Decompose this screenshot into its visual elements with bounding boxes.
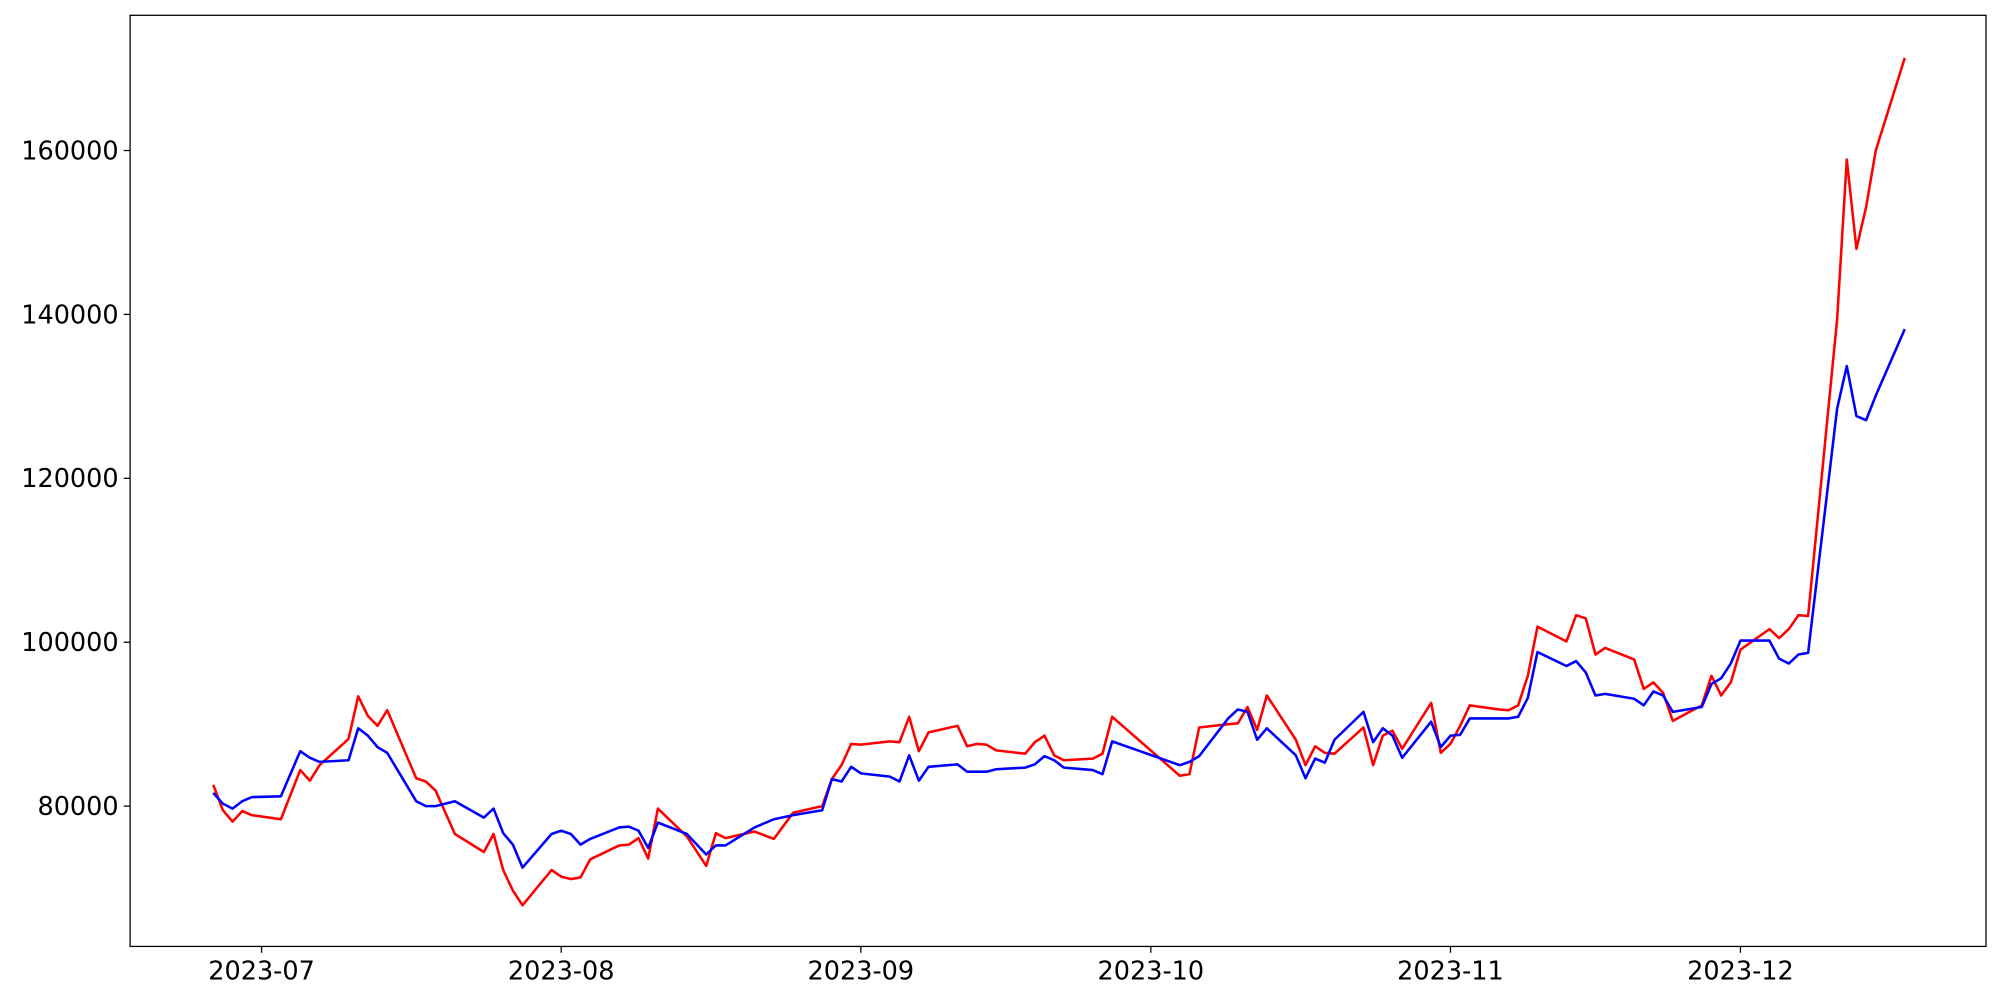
y-tick-label: 80000	[37, 792, 118, 822]
data-line	[212, 328, 1906, 869]
y-tick-label: 140000	[21, 300, 118, 330]
x-tick-label: 2023-12	[1687, 957, 1794, 987]
y-tick-label: 100000	[21, 628, 118, 658]
x-tick-label: 2023-07	[208, 957, 315, 987]
x-tick-label: 2023-08	[508, 957, 615, 987]
y-tick-label: 160000	[21, 136, 118, 166]
plot-frame	[129, 14, 1987, 948]
data-line	[212, 57, 1906, 907]
x-tick-label: 2023-10	[1098, 957, 1205, 987]
y-tick-label: 120000	[21, 464, 118, 494]
x-tick-label: 2023-09	[808, 957, 915, 987]
x-tick-label: 2023-11	[1397, 957, 1504, 987]
